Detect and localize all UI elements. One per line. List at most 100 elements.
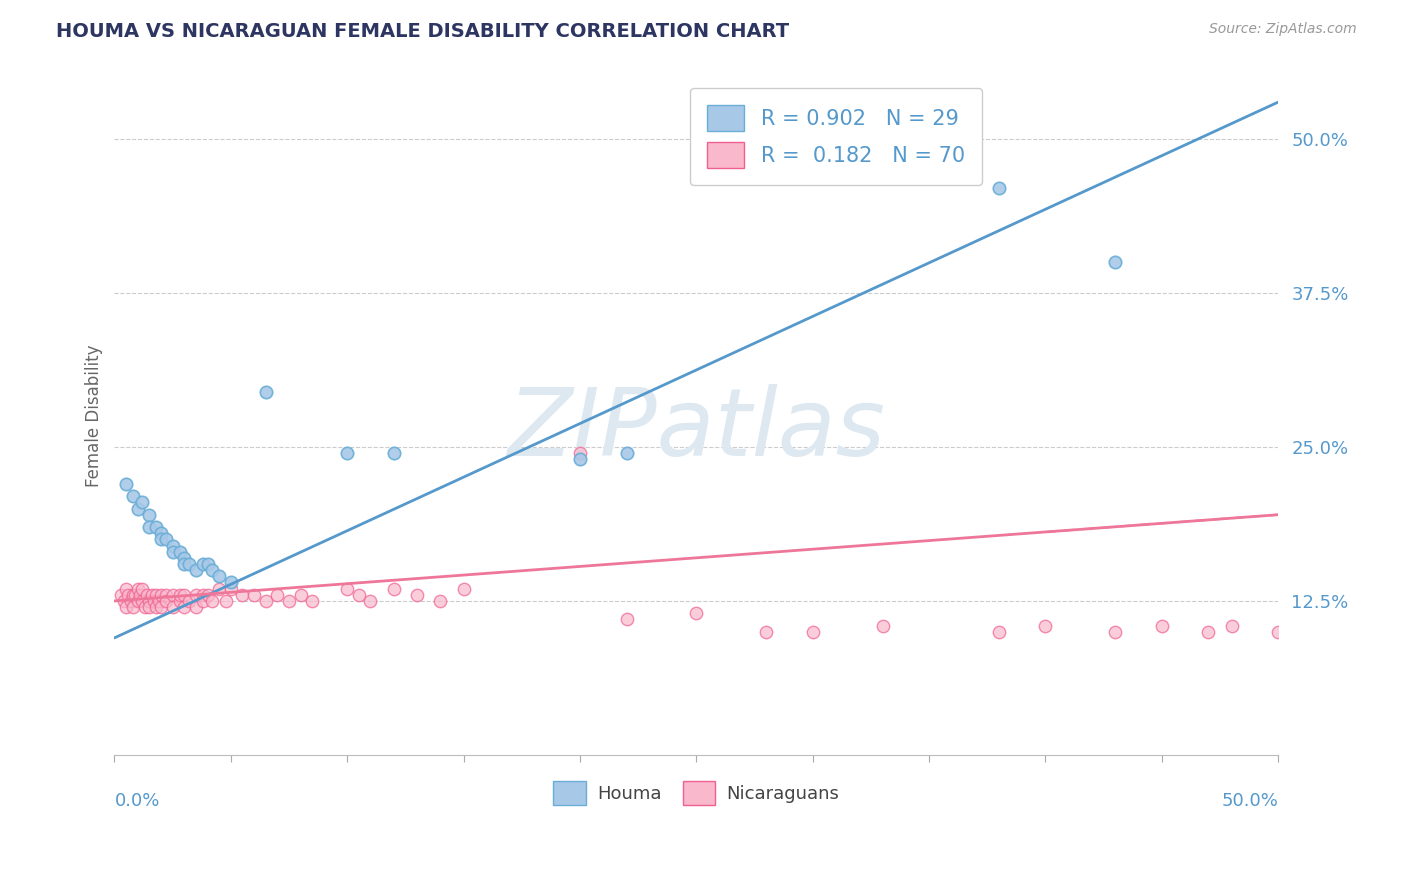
Point bbox=[1267, 624, 1289, 639]
Point bbox=[127, 594, 149, 608]
Point bbox=[254, 594, 277, 608]
Point bbox=[568, 446, 591, 460]
Point bbox=[138, 508, 160, 522]
Point bbox=[336, 582, 359, 596]
Point bbox=[208, 569, 231, 583]
Point bbox=[429, 594, 451, 608]
Point bbox=[801, 624, 824, 639]
Point bbox=[201, 594, 224, 608]
Point bbox=[122, 489, 145, 503]
Point bbox=[184, 588, 207, 602]
Point bbox=[215, 594, 238, 608]
Point bbox=[173, 600, 195, 615]
Point bbox=[208, 582, 231, 596]
Point bbox=[155, 533, 177, 547]
Point bbox=[177, 557, 200, 571]
Point bbox=[115, 582, 138, 596]
Point bbox=[131, 594, 153, 608]
Point bbox=[382, 582, 405, 596]
Point bbox=[120, 594, 142, 608]
Point bbox=[347, 588, 370, 602]
Point bbox=[124, 588, 146, 602]
Point bbox=[406, 588, 429, 602]
Point bbox=[254, 384, 277, 399]
Point bbox=[219, 575, 242, 590]
Text: Source: ZipAtlas.com: Source: ZipAtlas.com bbox=[1209, 22, 1357, 37]
Point bbox=[122, 588, 145, 602]
Point bbox=[987, 181, 1010, 195]
Point bbox=[122, 600, 145, 615]
Y-axis label: Female Disability: Female Disability bbox=[86, 345, 103, 487]
Point bbox=[173, 557, 195, 571]
Point bbox=[191, 557, 214, 571]
Point bbox=[155, 588, 177, 602]
Point bbox=[138, 520, 160, 534]
Point bbox=[131, 495, 153, 509]
Point bbox=[872, 618, 894, 632]
Text: HOUMA VS NICARAGUAN FEMALE DISABILITY CORRELATION CHART: HOUMA VS NICARAGUAN FEMALE DISABILITY CO… bbox=[56, 22, 789, 41]
Text: 50.0%: 50.0% bbox=[1222, 792, 1278, 810]
Legend: Houma, Nicaraguans: Houma, Nicaraguans bbox=[544, 772, 848, 814]
Point bbox=[149, 600, 172, 615]
Point bbox=[1197, 624, 1219, 639]
Point bbox=[453, 582, 475, 596]
Point bbox=[197, 588, 219, 602]
Point bbox=[616, 446, 638, 460]
Point bbox=[141, 588, 163, 602]
Point bbox=[1035, 618, 1057, 632]
Point bbox=[149, 526, 172, 541]
Point bbox=[169, 544, 191, 558]
Point bbox=[191, 594, 214, 608]
Point bbox=[110, 588, 132, 602]
Point bbox=[127, 501, 149, 516]
Point bbox=[1104, 255, 1126, 269]
Point bbox=[145, 600, 167, 615]
Point bbox=[149, 533, 172, 547]
Point bbox=[1104, 624, 1126, 639]
Point bbox=[162, 544, 184, 558]
Point bbox=[359, 594, 381, 608]
Point bbox=[191, 588, 214, 602]
Text: ZIPatlas: ZIPatlas bbox=[508, 384, 886, 475]
Point bbox=[1220, 618, 1243, 632]
Point bbox=[148, 594, 170, 608]
Point bbox=[568, 452, 591, 467]
Point bbox=[201, 563, 224, 577]
Point bbox=[177, 594, 200, 608]
Point bbox=[145, 588, 167, 602]
Point bbox=[616, 612, 638, 626]
Point bbox=[127, 582, 149, 596]
Point bbox=[755, 624, 778, 639]
Point bbox=[112, 594, 135, 608]
Point bbox=[301, 594, 323, 608]
Point bbox=[115, 600, 138, 615]
Point bbox=[169, 594, 191, 608]
Point bbox=[219, 582, 242, 596]
Point bbox=[231, 588, 253, 602]
Point bbox=[134, 600, 156, 615]
Point bbox=[162, 539, 184, 553]
Point bbox=[382, 446, 405, 460]
Point bbox=[173, 588, 195, 602]
Point bbox=[162, 588, 184, 602]
Point bbox=[143, 594, 166, 608]
Point bbox=[184, 563, 207, 577]
Point bbox=[336, 446, 359, 460]
Point bbox=[173, 550, 195, 565]
Point bbox=[169, 588, 191, 602]
Point bbox=[145, 520, 167, 534]
Point bbox=[290, 588, 312, 602]
Point bbox=[266, 588, 288, 602]
Point bbox=[149, 588, 172, 602]
Point bbox=[138, 600, 160, 615]
Point bbox=[987, 624, 1010, 639]
Point bbox=[278, 594, 301, 608]
Point bbox=[138, 594, 160, 608]
Point bbox=[136, 588, 159, 602]
Point bbox=[162, 600, 184, 615]
Point bbox=[131, 582, 153, 596]
Point bbox=[155, 594, 177, 608]
Point bbox=[243, 588, 266, 602]
Point bbox=[197, 557, 219, 571]
Point bbox=[1150, 618, 1173, 632]
